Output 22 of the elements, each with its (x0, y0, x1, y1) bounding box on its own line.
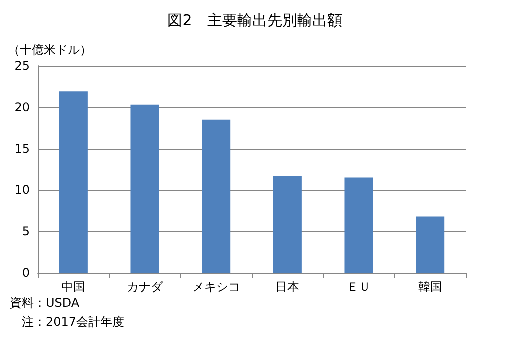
y-tick-label: 15 (14, 142, 30, 156)
x-tick-label: 中国 (62, 280, 86, 294)
y-tick-label: 0 (22, 266, 30, 280)
bar (59, 92, 88, 273)
text: 注：2017会計年度 (22, 315, 125, 329)
bar (416, 216, 445, 273)
y-tick-label: 5 (22, 224, 30, 239)
bar (130, 104, 160, 273)
bar (344, 178, 374, 273)
x-tick-label: 韓国 (418, 280, 442, 294)
x-tick-label: メキシコ (192, 280, 240, 294)
chart-title: 図2 主要輸出先別輸出額 (168, 12, 342, 30)
x-tick-label: 日本 (276, 280, 300, 294)
x-tick-label: ＥＵ (347, 280, 371, 294)
text: 資料：USDA (10, 296, 80, 310)
y-tick-label: 20 (14, 100, 30, 114)
y-tick-label: 25 (14, 59, 30, 73)
y-axis-title: （十億米ドル） (8, 43, 92, 57)
bar (273, 176, 302, 273)
x-tick-label: カナダ (127, 280, 164, 294)
y-tick-label: 10 (14, 183, 30, 198)
bar (202, 120, 231, 273)
